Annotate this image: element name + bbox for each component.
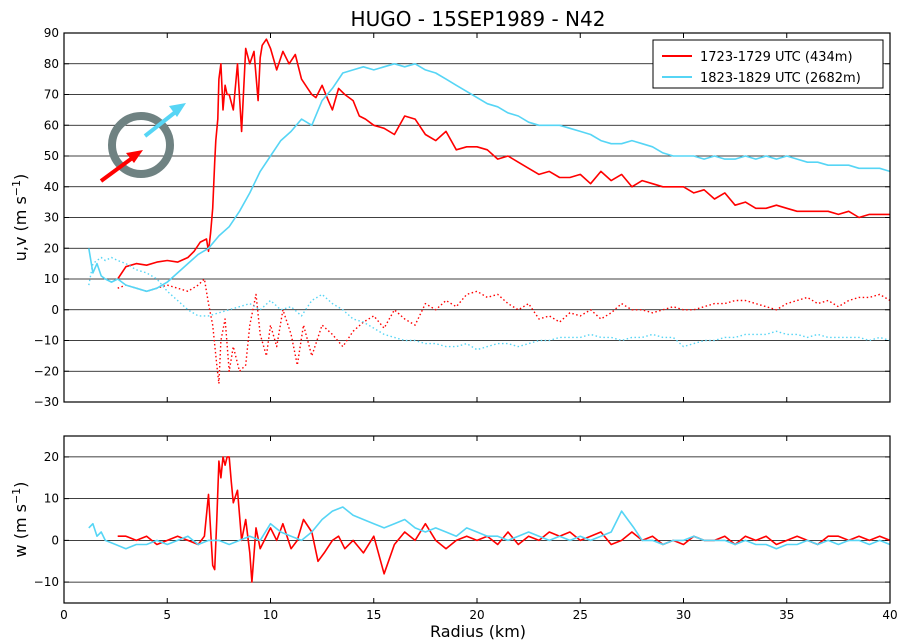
x-tick-label: 0 <box>60 608 68 622</box>
series-w-1723 <box>117 456 891 583</box>
y-tick-label: 10 <box>44 492 59 506</box>
x-tick-label: 40 <box>882 608 897 622</box>
y-tick-label: 40 <box>44 180 59 194</box>
y-axis-label: w (m s−1) <box>10 482 31 558</box>
y-tick-label: 90 <box>44 26 59 40</box>
x-tick-label: 20 <box>469 608 484 622</box>
y-tick-label: −20 <box>34 364 59 378</box>
y-tick-label: 20 <box>44 450 59 464</box>
legend-box <box>652 39 884 89</box>
y-tick-label: 70 <box>44 88 59 102</box>
y-tick-label: 30 <box>44 211 59 225</box>
series-w-1823 <box>88 506 891 550</box>
y-tick-label: −30 <box>34 395 59 409</box>
legend: 1723-1729 UTC (434m) 1823-1829 UTC (2682m… <box>652 39 884 89</box>
panel-1: −30 −20 −10 0 10 20 30 40 50 60 70 80 90 u,v (m s−1) <box>10 26 891 409</box>
series-v-1823 <box>88 256 891 351</box>
y-tick-label: 0 <box>51 303 59 317</box>
series-u-1723 <box>117 38 890 280</box>
y-tick-label: 50 <box>44 149 59 163</box>
cyan-arrow-head <box>169 103 186 117</box>
x-tick-label: 25 <box>573 608 588 622</box>
circle-icon <box>108 112 174 178</box>
chart-title: HUGO - 15SEP1989 - N42 <box>351 7 606 31</box>
y-tick-label: −10 <box>34 575 59 589</box>
series-v-1723 <box>117 278 891 385</box>
y-tick-label: 0 <box>51 533 59 547</box>
red-arrow-head <box>126 150 143 163</box>
x-tick-label: 15 <box>366 608 381 622</box>
x-tick-label: 30 <box>676 608 691 622</box>
series-u-1823 <box>88 62 891 293</box>
legend-label: 1823-1829 UTC (2682m) <box>700 71 861 86</box>
y-tick-label: 10 <box>44 272 59 286</box>
storm-motion-arrows-icon <box>99 103 186 183</box>
x-tick-label: 35 <box>779 608 794 622</box>
y-tick-label: 60 <box>44 118 59 132</box>
legend-label: 1723-1729 UTC (434m) <box>700 50 853 65</box>
cyan-arrow-shaft <box>143 108 180 138</box>
y-tick-label: 20 <box>44 241 59 255</box>
red-arrow-shaft <box>99 154 137 183</box>
y-tick-label: 80 <box>44 57 59 71</box>
x-axis-label: Radius (km) <box>430 622 526 641</box>
panel-2: −10 0 10 20 0 5 10 15 20 25 30 35 40 w (m s−1) <box>10 435 898 622</box>
x-tick-label: 10 <box>263 608 278 622</box>
plot-frame <box>63 32 891 403</box>
x-tick-label: 5 <box>163 608 171 622</box>
plot-frame <box>63 435 891 604</box>
y-tick-label: −10 <box>34 334 59 348</box>
y-axis-label: u,v (m s−1) <box>10 174 31 262</box>
